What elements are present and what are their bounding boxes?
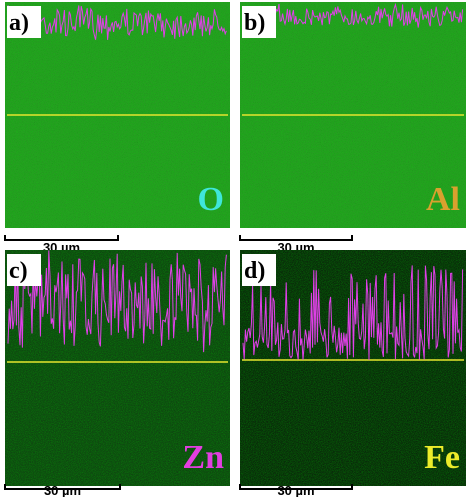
label-bg [7, 6, 41, 38]
label-bg [7, 254, 41, 286]
scale-label: 30 µm [44, 483, 81, 497]
scale-bar [4, 235, 119, 241]
eds-panel: d) Fe 30 µm [239, 250, 466, 497]
scale-bar [239, 484, 353, 490]
scale-label: 30 µm [277, 483, 314, 497]
element-label: Zn [182, 439, 224, 476]
panel-label: b) [244, 10, 265, 36]
line-profile [7, 5, 227, 40]
line-profile [242, 265, 464, 361]
line-profile [7, 250, 227, 353]
scale-bar [239, 235, 353, 241]
eds-panel: a)O30 µm [4, 2, 230, 255]
element-label: O [198, 181, 224, 218]
map-texture [240, 250, 466, 486]
panel-label: c) [9, 258, 28, 284]
scale-bar [4, 484, 121, 490]
eds-panel: c) Zn 30 µm [4, 250, 230, 497]
element-label: Al [426, 181, 460, 218]
element-label: Fe [424, 439, 460, 476]
label-bg [242, 6, 276, 38]
panel-label: a) [9, 10, 29, 36]
line-profile [242, 2, 464, 28]
label-bg [242, 254, 276, 286]
panel-label: d) [244, 258, 265, 284]
